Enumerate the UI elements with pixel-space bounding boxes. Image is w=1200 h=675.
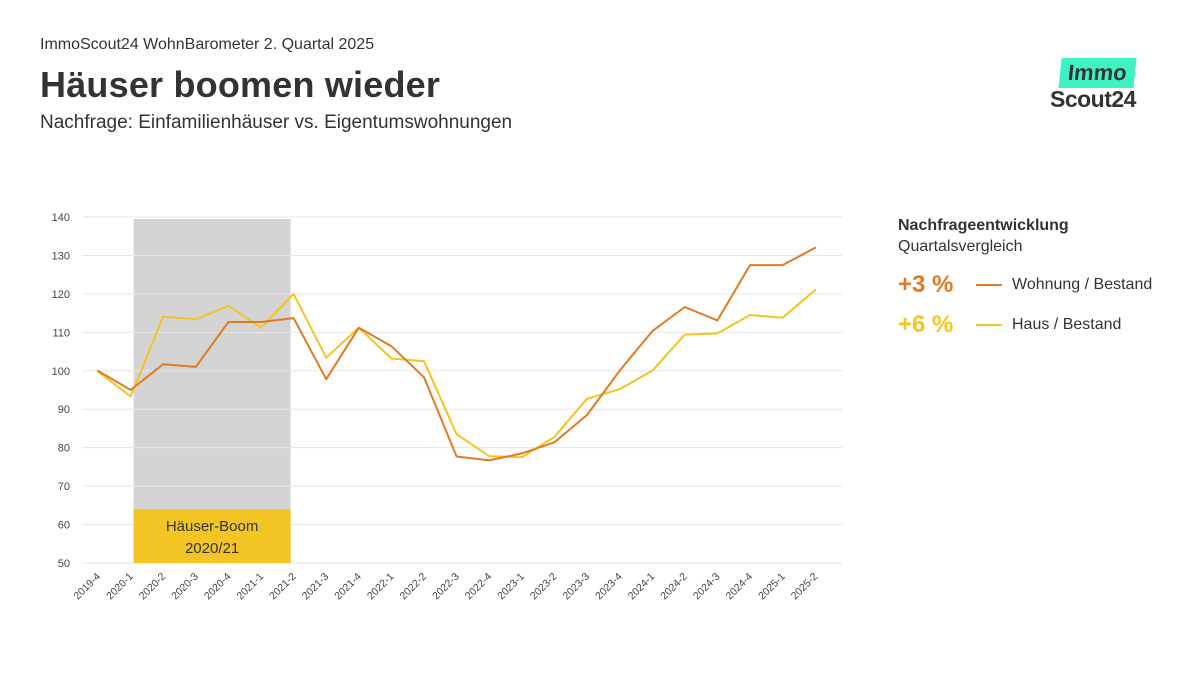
y-tick-label: 110: [52, 327, 70, 339]
legend-item-wohnung: +3 % Wohnung / Bestand: [898, 271, 1153, 298]
legend-label-haus: Haus / Bestand: [1012, 316, 1122, 333]
y-tick-label: 60: [58, 520, 70, 532]
x-tick-label: 2021-1: [235, 571, 267, 603]
legend-swatch-wohnung: [976, 284, 1002, 286]
highlight-label-line1: Häuser-Boom: [166, 518, 259, 535]
legend-subtitle: Quartalsvergleich: [898, 238, 1023, 255]
x-tick-label: 2021-2: [267, 571, 299, 603]
legend-title: Nachfrageentwicklung: [898, 217, 1069, 234]
x-tick-label: 2021-4: [332, 571, 364, 603]
x-tick-label: 2023-2: [528, 571, 560, 603]
header: ImmoScout24 WohnBarometer 2. Quartal 202…: [40, 36, 512, 134]
legend-change-wohnung: +3 %: [898, 271, 954, 298]
series-line-wohnung: [97, 246, 817, 462]
x-tick-label: 2025-2: [789, 571, 821, 603]
x-tick-label: 2023-4: [593, 571, 625, 603]
x-tick-label: 2024-3: [691, 571, 723, 603]
y-tick-label: 80: [58, 443, 70, 455]
page-subtitle: Nachfrage: Einfamilienhäuser vs. Eigentu…: [40, 112, 513, 133]
logo-scout-text: Scout24: [1050, 86, 1136, 112]
x-tick-label: 2023-1: [495, 571, 527, 603]
y-tick-label: 100: [52, 366, 70, 378]
y-tick-label: 50: [58, 558, 70, 570]
x-tick-label: 2024-2: [658, 571, 690, 603]
x-tick-label: 2024-1: [626, 571, 658, 603]
x-tick-label: 2020-2: [137, 571, 169, 603]
x-tick-label: 2022-2: [398, 571, 430, 603]
highlight-band: [133, 219, 291, 563]
page-title: Häuser boomen wieder: [40, 64, 441, 105]
highlight-label-line2: 2020/21: [185, 540, 239, 557]
immoscout24-logo: Immo Scout24: [1050, 56, 1150, 116]
legend-item-haus: +6 % Haus / Bestand: [898, 311, 1152, 338]
x-tick-label: 2019-4: [72, 571, 104, 603]
y-tick-label: 70: [58, 481, 70, 493]
x-tick-label: 2020-3: [169, 571, 201, 603]
legend: Nachfrageentwicklung Quartalsvergleich +…: [898, 217, 1152, 338]
x-tick-label: 2023-3: [561, 571, 593, 603]
y-tick-label: 140: [52, 212, 70, 224]
x-tick-label: 2024-4: [724, 571, 756, 603]
x-tick-label: 2020-4: [202, 571, 234, 603]
x-tick-label: 2022-1: [365, 571, 397, 603]
series-line-haus: [97, 289, 817, 459]
legend-label-wohnung: Wohnung / Bestand: [1012, 276, 1153, 293]
highlight-label-box: [133, 509, 291, 563]
legend-swatch-haus: [976, 324, 1002, 326]
x-tick-label: 2021-3: [300, 571, 332, 603]
x-tick-label: 2022-4: [463, 571, 495, 603]
x-tick-label: 2022-3: [430, 571, 462, 603]
supertitle: ImmoScout24 WohnBarometer 2. Quartal 202…: [40, 36, 375, 53]
y-tick-label: 130: [52, 250, 70, 262]
x-tick-label: 2020-1: [104, 571, 136, 603]
x-tick-label: 2025-1: [756, 571, 788, 603]
y-tick-label: 120: [52, 289, 70, 301]
legend-change-haus: +6 %: [898, 311, 954, 338]
y-tick-label: 90: [58, 404, 70, 416]
